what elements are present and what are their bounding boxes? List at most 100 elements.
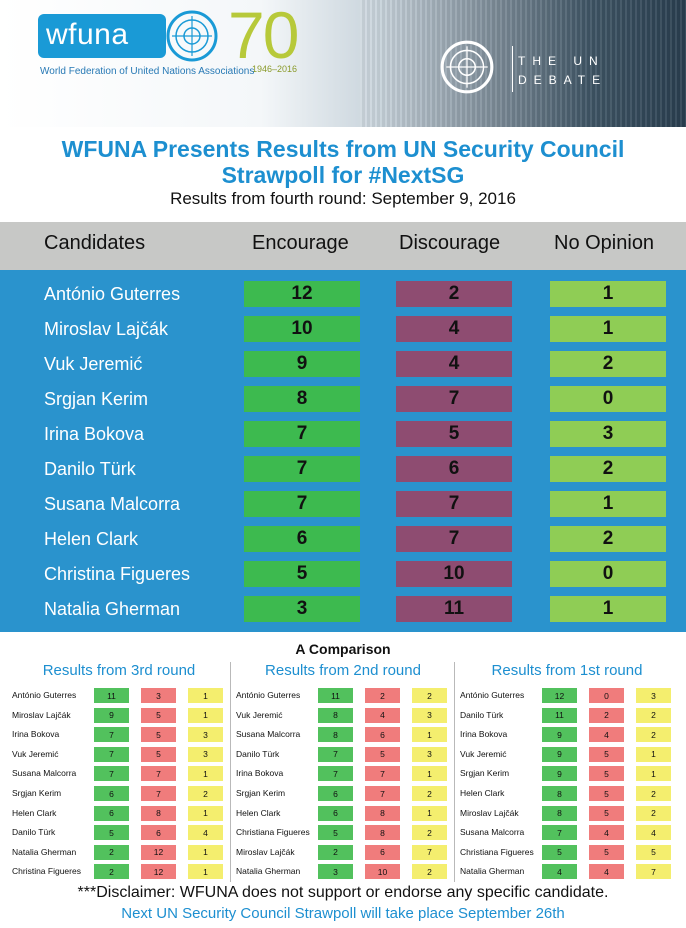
no-opinion-count: 1 — [550, 491, 666, 517]
no-opinion-count: 3 — [188, 727, 223, 743]
discourage-count: 10 — [396, 561, 512, 587]
no-opinion-count: 0 — [550, 386, 666, 412]
no-opinion-count: 4 — [188, 825, 223, 841]
comparison-row: Srgjan Kerim 6 7 2 — [8, 784, 230, 803]
no-opinion-count: 3 — [188, 746, 223, 762]
candidate-name: Miroslav Lajčák — [236, 846, 295, 857]
debate-divider — [512, 46, 513, 92]
candidate-name: Natalia Gherman — [460, 866, 525, 877]
candidate-name: Irina Bokova — [12, 729, 60, 740]
page-title-line-1: WFUNA Presents Results from UN Security … — [61, 136, 625, 162]
discourage-count: 5 — [141, 746, 176, 762]
round-1-title: Results from 1st round — [491, 662, 643, 679]
comparison-row: Miroslav Lajčák 9 5 1 — [8, 706, 230, 725]
comparison-row: Natalia Gherman 3 10 2 — [232, 862, 454, 881]
comparison-row: Irina Bokova 7 5 3 — [8, 725, 230, 744]
discourage-count: 5 — [589, 746, 624, 762]
comparison-row: Danilo Türk 7 5 3 — [232, 745, 454, 764]
discourage-count: 4 — [589, 727, 624, 743]
encourage-count: 7 — [542, 825, 577, 841]
comparison-row: Susana Malcorra 7 4 4 — [456, 823, 678, 842]
comparison-row: Srgjan Kerim 9 5 1 — [456, 764, 678, 783]
no-opinion-count: 1 — [188, 688, 223, 703]
encourage-count: 3 — [318, 864, 353, 880]
discourage-count: 12 — [141, 844, 176, 860]
discourage-count: 5 — [141, 727, 176, 743]
candidate-name: Irina Bokova — [460, 729, 508, 740]
round-3-title: Results from 3rd round — [42, 662, 196, 679]
candidate-name: Vuk Jeremić — [460, 748, 507, 759]
no-opinion-count: 2 — [550, 526, 666, 552]
encourage-count: 7 — [244, 456, 360, 482]
encourage-count: 7 — [94, 766, 129, 782]
anniversary-years: 1946–2016 — [252, 64, 298, 74]
discourage-count: 5 — [396, 421, 512, 447]
encourage-count: 6 — [318, 805, 353, 821]
encourage-count: 8 — [244, 386, 360, 412]
table-row: Natalia Gherman 3 11 1 — [0, 593, 686, 628]
discourage-count: 2 — [396, 281, 512, 307]
comparison-row: Natalia Gherman 2 12 1 — [8, 843, 230, 862]
un-debate-logo-text: THE UN DEBATE — [518, 52, 607, 90]
encourage-count: 9 — [542, 766, 577, 782]
results-table-header: Candidates Encourage Discourage No Opini… — [0, 222, 686, 270]
candidate-name: Helen Clark — [44, 529, 139, 549]
comparison-title: A Comparison — [295, 641, 391, 657]
no-opinion-count: 7 — [636, 864, 671, 880]
no-opinion-count: 1 — [188, 844, 223, 860]
candidate-name: Irina Bokova — [44, 424, 145, 444]
candidate-name: Susana Malcorra — [236, 729, 301, 740]
encourage-count: 5 — [318, 825, 353, 841]
table-row: Danilo Türk 7 6 2 — [0, 453, 686, 488]
round-1-table: Results from 1st round António Guterres 1… — [456, 662, 678, 884]
encourage-count: 12 — [542, 688, 577, 703]
encourage-count: 6 — [94, 805, 129, 821]
encourage-count: 8 — [542, 805, 577, 821]
discourage-count: 6 — [365, 844, 400, 860]
encourage-count: 9 — [94, 707, 129, 723]
header-candidates: Candidates — [44, 232, 146, 254]
header-background-photo — [360, 0, 686, 127]
no-opinion-count: 2 — [636, 727, 671, 743]
comparison-row: Danilo Türk 5 6 4 — [8, 823, 230, 842]
encourage-count: 7 — [94, 746, 129, 762]
candidate-name: Susana Malcorra — [44, 494, 181, 514]
comparison-row: Susana Malcorra 8 6 1 — [232, 725, 454, 744]
table-row: Srgjan Kerim 8 7 0 — [0, 383, 686, 418]
next-poll-text: Next UN Security Council Strawpoll will … — [121, 905, 565, 922]
no-opinion-count: 2 — [188, 786, 223, 801]
discourage-count: 8 — [141, 805, 176, 821]
encourage-count: 8 — [318, 727, 353, 743]
round-2-table: Results from 2nd round António Guterres 1… — [232, 662, 454, 884]
comparison-row: Susana Malcorra 7 7 1 — [8, 764, 230, 783]
no-opinion-count: 1 — [550, 596, 666, 622]
comparison-row: Vuk Jeremić 8 4 3 — [232, 706, 454, 725]
encourage-count: 7 — [244, 491, 360, 517]
no-opinion-count: 1 — [412, 766, 447, 782]
encourage-count: 5 — [244, 561, 360, 587]
discourage-count: 2 — [589, 707, 624, 723]
header-discourage: Discourage — [399, 232, 501, 254]
encourage-count: 7 — [318, 746, 353, 762]
header-banner: wfuna 70 1946–2016 World Federation of U… — [0, 0, 686, 127]
no-opinion-count: 2 — [412, 688, 447, 703]
candidate-name: António Guterres — [44, 284, 181, 304]
no-opinion-count: 1 — [188, 805, 223, 821]
encourage-count: 4 — [542, 864, 577, 880]
no-opinion-count: 1 — [550, 281, 666, 307]
discourage-count: 5 — [365, 746, 400, 762]
comparison-row: Helen Clark 6 8 1 — [232, 804, 454, 823]
no-opinion-count: 0 — [550, 561, 666, 587]
comparison-row: António Guterres 12 0 3 — [456, 686, 678, 705]
candidate-name: Christiana Figueres — [236, 827, 310, 838]
candidate-name: Danilo Türk — [236, 748, 280, 759]
candidate-name: Vuk Jeremić — [12, 748, 59, 759]
discourage-count: 8 — [365, 805, 400, 821]
candidate-name: Christina Figueres — [44, 564, 191, 584]
candidate-name: Srgjan Kerim — [460, 768, 510, 779]
no-opinion-count: 1 — [412, 727, 447, 743]
discourage-count: 5 — [589, 786, 624, 801]
encourage-count: 5 — [94, 825, 129, 841]
comparison-divider — [454, 662, 455, 882]
discourage-count: 7 — [396, 386, 512, 412]
